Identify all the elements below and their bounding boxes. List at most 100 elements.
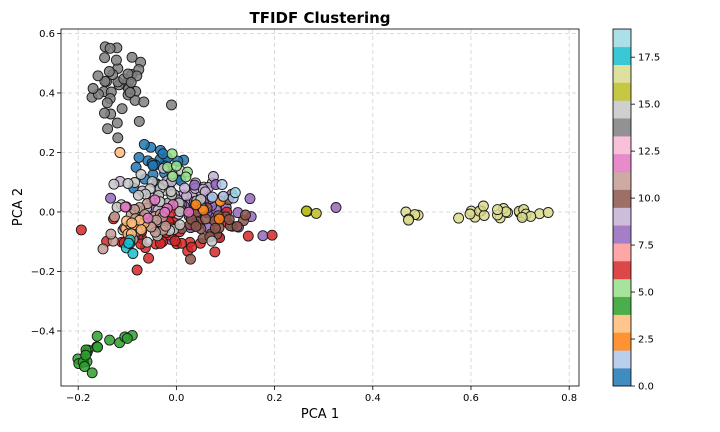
colorbar-band bbox=[613, 189, 631, 208]
data-point bbox=[180, 171, 192, 183]
data-point bbox=[116, 103, 128, 115]
data-point bbox=[126, 51, 138, 63]
data-point bbox=[126, 217, 138, 229]
data-point bbox=[131, 264, 143, 276]
data-point bbox=[133, 115, 145, 127]
x-axis-ticks: −0.2 0.0 0.2 0.4 0.6 0.8 bbox=[66, 386, 577, 404]
data-point bbox=[132, 189, 144, 201]
data-point bbox=[183, 206, 195, 218]
data-point bbox=[149, 194, 161, 206]
colorbar-band bbox=[613, 171, 631, 190]
colorbar-band bbox=[613, 243, 631, 262]
data-point bbox=[109, 211, 120, 223]
data-point bbox=[92, 70, 104, 82]
data-point bbox=[542, 207, 554, 218]
x-tick-label: −0.2 bbox=[66, 393, 90, 404]
x-tick-label: 0.6 bbox=[463, 393, 479, 404]
data-point bbox=[330, 202, 342, 213]
data-point bbox=[242, 230, 254, 242]
data-point bbox=[266, 229, 278, 241]
data-point bbox=[103, 66, 115, 77]
data-point bbox=[142, 212, 154, 224]
data-point bbox=[105, 228, 117, 240]
data-point bbox=[124, 87, 136, 98]
colorbar-tick-label: 5.0 bbox=[638, 288, 654, 299]
data-point bbox=[257, 230, 269, 242]
data-point bbox=[244, 193, 256, 205]
data-point bbox=[91, 330, 103, 342]
data-point bbox=[121, 332, 133, 344]
data-point bbox=[157, 148, 169, 160]
colorbar-tick-label: 15.0 bbox=[638, 100, 660, 111]
colorbar-frame bbox=[612, 28, 632, 387]
colorbar-tick-label: 10.0 bbox=[638, 194, 660, 205]
data-point bbox=[111, 117, 123, 129]
y-tick-label: 0.6 bbox=[39, 29, 55, 40]
data-point bbox=[135, 168, 147, 180]
data-point bbox=[453, 212, 465, 224]
data-point bbox=[231, 220, 243, 232]
colorbar-bands bbox=[613, 29, 631, 387]
data-point bbox=[216, 179, 228, 190]
colorbar-band bbox=[613, 207, 631, 226]
y-tick-label: 0.0 bbox=[39, 207, 55, 218]
colorbar-band bbox=[613, 296, 631, 315]
data-point bbox=[143, 252, 155, 264]
data-point bbox=[217, 190, 229, 202]
colorbar-band bbox=[613, 118, 631, 137]
data-point bbox=[97, 243, 109, 255]
data-point bbox=[99, 52, 111, 64]
data-point bbox=[114, 147, 126, 158]
data-point bbox=[179, 182, 191, 194]
y-tick-label: 0.4 bbox=[39, 88, 55, 99]
data-point bbox=[119, 201, 131, 213]
colorbar: 0.0 2.5 5.0 7.5 10.0 12.5 15.0 17.5 bbox=[612, 28, 660, 393]
data-point bbox=[127, 248, 139, 259]
data-point bbox=[86, 367, 98, 379]
colorbar-band bbox=[613, 261, 631, 280]
data-point bbox=[206, 191, 218, 203]
x-tick-label: 0.2 bbox=[267, 393, 283, 404]
data-point bbox=[166, 99, 177, 111]
data-point bbox=[123, 237, 135, 249]
data-point bbox=[300, 205, 312, 217]
data-point bbox=[159, 206, 171, 218]
colorbar-band bbox=[613, 314, 631, 333]
y-tick-label: 0.2 bbox=[39, 148, 55, 159]
data-point bbox=[133, 151, 145, 163]
data-point bbox=[185, 253, 196, 265]
colorbar-tick-label: 12.5 bbox=[638, 147, 660, 158]
data-point bbox=[190, 199, 202, 211]
data-point bbox=[138, 96, 150, 108]
data-point bbox=[102, 123, 114, 135]
colorbar-band bbox=[613, 136, 631, 155]
data-point bbox=[104, 42, 116, 54]
data-point bbox=[105, 192, 117, 204]
data-point bbox=[492, 204, 503, 216]
colorbar-band bbox=[613, 29, 631, 48]
data-point bbox=[160, 220, 172, 232]
data-point bbox=[157, 179, 169, 191]
y-axis-ticks: −0.4 −0.2 0.0 0.2 0.4 0.6 bbox=[31, 29, 61, 337]
colorbar-band bbox=[613, 332, 631, 351]
data-point bbox=[87, 83, 99, 94]
colorbar-tick-label: 7.5 bbox=[638, 241, 654, 252]
data-point bbox=[135, 224, 147, 236]
colorbar-tick-label: 17.5 bbox=[638, 53, 660, 64]
data-point bbox=[174, 219, 186, 231]
data-point bbox=[80, 349, 92, 361]
data-point bbox=[209, 222, 221, 234]
data-point bbox=[229, 187, 241, 199]
data-point bbox=[403, 214, 414, 226]
colorbar-ticks: 0.0 2.5 5.0 7.5 10.0 12.5 15.0 17.5 bbox=[631, 53, 660, 393]
data-point bbox=[104, 334, 116, 346]
data-point bbox=[206, 235, 218, 247]
colorbar-tick-label: 2.5 bbox=[638, 335, 654, 346]
data-points bbox=[72, 41, 554, 379]
data-point bbox=[223, 214, 235, 225]
y-tick-label: −0.2 bbox=[31, 267, 55, 278]
data-point bbox=[141, 236, 153, 248]
colorbar-band bbox=[613, 82, 631, 101]
data-point bbox=[310, 207, 322, 219]
